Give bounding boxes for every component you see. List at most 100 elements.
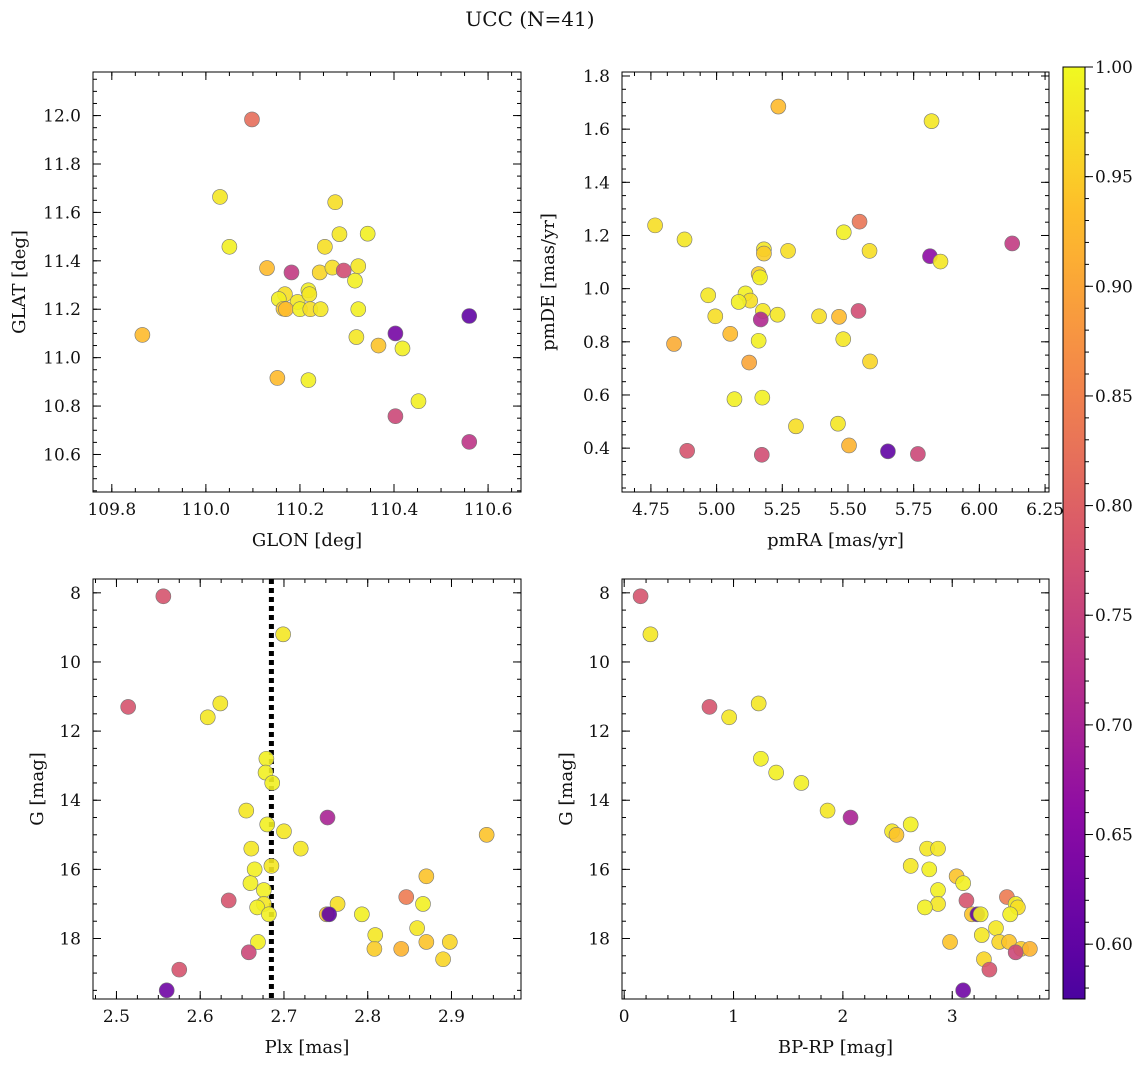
y-tick-label: 0.4 <box>583 439 610 459</box>
scatter-point <box>435 951 451 968</box>
scatter-point <box>679 442 695 459</box>
plot-frame <box>621 578 1050 1000</box>
colorbar-tick-label: 0.90 <box>1095 277 1133 297</box>
scatter-point <box>418 934 435 950</box>
scatter-point <box>256 882 272 898</box>
data-points <box>120 579 495 999</box>
scatter-point <box>1004 235 1021 252</box>
panel-plx-g: 2.5 2.6 2.7 2.8 2.9 8 10 12 14 16 18 Plx [mas] G [ma… <box>27 578 522 1058</box>
scatter-point <box>741 354 757 371</box>
scatter-point <box>958 892 975 909</box>
x-tick-label: 3 <box>947 1007 958 1027</box>
scatter-point <box>902 858 919 874</box>
scatter-point <box>418 868 435 885</box>
scatter-point <box>319 809 336 826</box>
y-tick-label: 0.8 <box>583 333 610 353</box>
scatter-point <box>750 332 767 349</box>
scatter-point <box>930 882 946 898</box>
scatter-point <box>955 982 971 999</box>
scatter-point <box>350 258 367 274</box>
scatter-point <box>221 238 238 255</box>
figure-title: UCC (N=41) <box>465 7 594 31</box>
scatter-point <box>283 264 300 281</box>
plot-frame <box>92 71 522 493</box>
scatter-point <box>387 325 404 342</box>
y-tick-label: 1.0 <box>583 280 610 300</box>
scatter-point <box>393 941 410 957</box>
scatter-point <box>973 927 990 943</box>
colorbar-tick-label: 0.95 <box>1095 168 1133 188</box>
scatter-point <box>701 699 718 715</box>
scatter-point <box>329 896 346 912</box>
scatter-point <box>921 861 938 878</box>
scatter-point <box>841 437 857 454</box>
scatter-point <box>756 245 772 262</box>
scatter-point <box>335 262 352 279</box>
y-axis-label: G [mag] <box>556 752 577 825</box>
scatter-point <box>862 353 878 370</box>
panel-glon-glat: 109.8 110.0 110.2 110.4 110.6 10.6 10.8 11.0 11.… <box>9 71 522 551</box>
x-tick-label: 2.5 <box>103 1007 130 1027</box>
x-tick-label: 5.50 <box>829 500 867 520</box>
scatter-point <box>917 899 933 916</box>
scatter-point <box>240 944 257 961</box>
y-tick-label: 10.8 <box>43 397 81 417</box>
x-axis-label: BP-RP [mag] <box>778 1037 893 1058</box>
scatter-point <box>243 840 260 857</box>
y-tick-label: 11.4 <box>43 252 81 272</box>
y-tick-label: 8 <box>70 584 81 604</box>
y-tick-label: 11.2 <box>43 300 81 320</box>
x-tick-label: 2.7 <box>270 1007 297 1027</box>
colorbar-tick-label: 0.75 <box>1095 606 1133 626</box>
scatter-point <box>387 408 404 425</box>
scatter-point <box>292 840 309 857</box>
y-tick-label: 11.6 <box>43 203 81 223</box>
scatter-point <box>811 308 827 325</box>
scatter-point <box>972 906 989 923</box>
scatter-point <box>276 823 292 840</box>
scatter-point <box>250 934 266 950</box>
x-tick-label: 5.75 <box>895 500 933 520</box>
y-tick-label: 12 <box>59 722 81 742</box>
y-tick-label: 16 <box>588 860 610 880</box>
colorbar-tick-label: 0.70 <box>1095 716 1133 736</box>
y-tick-label: 14 <box>588 791 610 811</box>
y-tick-label: 1.4 <box>583 173 610 193</box>
scatter-point <box>707 308 724 325</box>
y-tick-label: 1.2 <box>583 226 610 246</box>
scatter-point <box>134 327 151 343</box>
y-tick-label: 11.0 <box>43 349 81 369</box>
y-tick-label: 1.6 <box>583 120 610 140</box>
y-tick-label: 12 <box>588 722 610 742</box>
panel-pmra-pmde: 4.75 5.00 5.25 5.50 5.75 6.00 6.25 0.4 0.6 0.8 1.0… <box>538 67 1064 551</box>
data-points <box>632 588 1038 999</box>
scatter-point <box>750 695 767 712</box>
scatter-point <box>242 875 259 891</box>
scatter-point <box>902 816 919 833</box>
scatter-point <box>642 626 659 643</box>
scatter-point <box>317 238 333 255</box>
x-tick-label: 1 <box>728 1007 739 1027</box>
y-tick-label: 10 <box>59 653 81 673</box>
scatter-point <box>367 927 384 943</box>
x-tick-label: 0 <box>619 1007 630 1027</box>
scatter-point <box>768 764 784 781</box>
scatter-point <box>923 113 940 129</box>
y-tick-label: 12.0 <box>43 107 81 127</box>
x-tick-label: 6.00 <box>960 500 998 520</box>
scatter-point <box>930 896 946 912</box>
scatter-point <box>788 418 804 435</box>
scatter-point <box>888 827 905 843</box>
scatter-point <box>275 626 291 643</box>
scatter-point <box>988 920 1004 936</box>
colorbar-frame <box>1062 66 1086 1000</box>
scatter-point <box>830 415 846 432</box>
scatter-point <box>415 896 431 912</box>
y-axis-label: G [mag] <box>27 752 48 825</box>
scatter-point <box>721 709 737 726</box>
y-tick-label: 8 <box>599 584 610 604</box>
scatter-point <box>730 294 747 310</box>
scatter-point <box>753 446 770 463</box>
y-axis-label: GLAT [deg] <box>9 230 30 334</box>
scatter-point <box>851 213 868 230</box>
